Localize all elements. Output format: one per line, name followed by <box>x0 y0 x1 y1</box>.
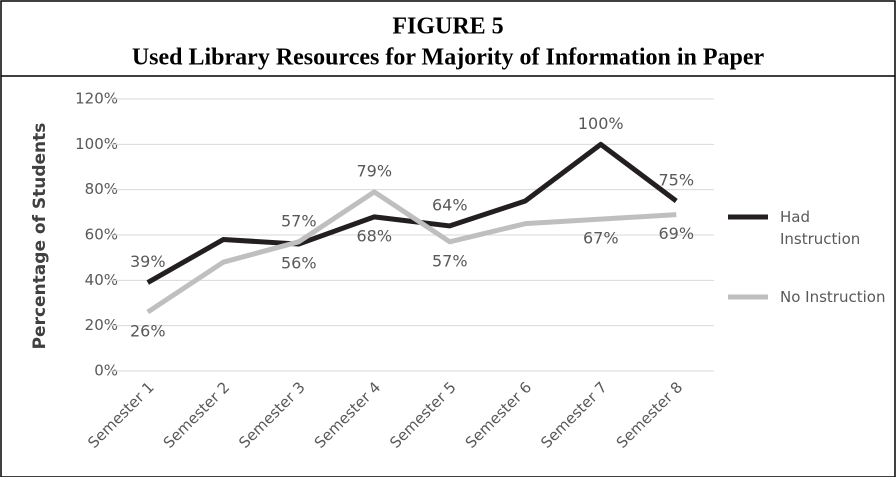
data-label: 56% <box>281 254 317 273</box>
x-tick-label: Semester 8 <box>613 378 687 452</box>
data-label: 39% <box>130 252 166 271</box>
x-tick-label: Semester 2 <box>160 378 234 452</box>
chart-title: FIGURE 5 <box>392 14 503 40</box>
x-tick-label: Semester 5 <box>386 378 460 452</box>
legend-label: No Instruction <box>780 288 886 306</box>
series-line <box>146 189 677 315</box>
legend-label: Had Instruction <box>780 208 861 248</box>
data-label: 57% <box>432 251 468 270</box>
data-label: 57% <box>281 211 317 230</box>
y-tick-label: 80% <box>85 180 118 198</box>
x-tick-label: Semester 3 <box>235 378 309 452</box>
data-label: 100% <box>578 114 624 133</box>
chart-subtitle: Used Library Resources for Majority of I… <box>132 45 765 71</box>
x-tick-label: Semester 6 <box>462 378 536 452</box>
y-tick-label: 120% <box>75 90 118 108</box>
data-label: 68% <box>356 226 392 245</box>
y-tick-label: 0% <box>94 362 118 380</box>
x-tick-label: Semester 1 <box>84 378 158 452</box>
y-tick-label: 100% <box>75 135 118 153</box>
data-label: 69% <box>658 224 694 243</box>
y-tick-label: 60% <box>85 226 118 244</box>
x-tick-label: Semester 4 <box>311 378 385 452</box>
data-label: 79% <box>356 161 392 180</box>
y-tick-label: 40% <box>85 271 118 289</box>
x-tick-label: Semester 7 <box>537 378 611 452</box>
data-label: 64% <box>432 195 468 214</box>
series-line <box>146 141 678 285</box>
data-label: 26% <box>130 322 166 341</box>
y-tick-label: 20% <box>85 316 118 334</box>
data-label: 67% <box>583 229 619 248</box>
data-label: 75% <box>658 171 694 190</box>
y-axis-title: Percentage of Students <box>30 123 50 350</box>
